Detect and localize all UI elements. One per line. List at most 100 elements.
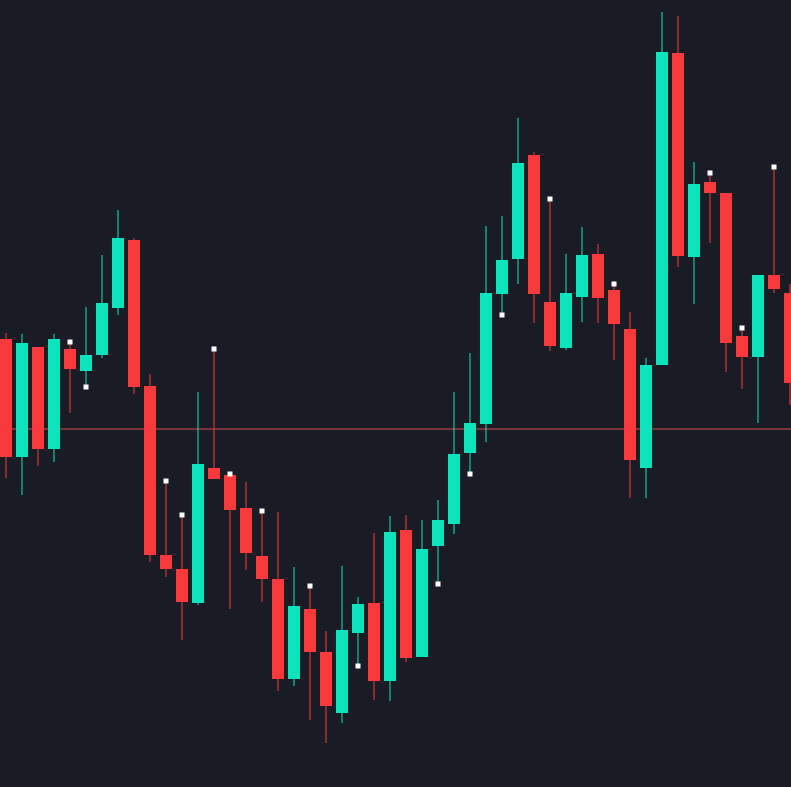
candle-body <box>576 255 588 297</box>
candle-body <box>768 275 780 289</box>
wick-marker <box>467 471 473 477</box>
candle-down <box>736 325 748 389</box>
candle-up <box>288 567 300 686</box>
candle-body <box>96 303 108 355</box>
candle-up <box>48 334 60 462</box>
wick-marker <box>739 325 745 331</box>
candle-body <box>48 339 60 449</box>
wick-marker <box>227 471 233 477</box>
candle-body <box>512 163 524 259</box>
candle-down <box>256 508 268 602</box>
candle-up <box>512 118 524 284</box>
candle-down <box>32 347 44 466</box>
candle-body <box>624 329 636 460</box>
candle-up <box>16 334 28 495</box>
candle-up <box>480 226 492 442</box>
candle-body <box>256 556 268 579</box>
candle-body <box>224 475 236 510</box>
candle-down <box>0 333 12 478</box>
candle-body <box>672 53 684 256</box>
candle-body <box>368 603 380 681</box>
candle-body <box>384 532 396 681</box>
candle-down <box>320 631 332 743</box>
candle-down <box>400 515 412 662</box>
candle-body <box>208 468 220 479</box>
candle-body <box>560 293 572 348</box>
candle-down <box>544 196 556 351</box>
candle-up <box>448 392 460 534</box>
candle-body <box>544 302 556 346</box>
candle-body <box>592 254 604 298</box>
candle-up <box>416 520 428 657</box>
candle-body <box>240 508 252 553</box>
candle-body <box>432 520 444 546</box>
candle-body <box>752 275 764 357</box>
wick-marker <box>771 164 777 170</box>
wick-marker <box>179 512 185 518</box>
candle-body <box>656 52 668 365</box>
candle-up <box>576 227 588 322</box>
candle-down <box>608 281 620 360</box>
candle-down <box>672 16 684 267</box>
candle-body <box>32 347 44 449</box>
candle-down <box>592 244 604 323</box>
candle-body <box>0 339 12 457</box>
candle-down <box>144 374 156 562</box>
candle-down <box>528 152 540 323</box>
candle-down <box>208 346 220 479</box>
candle-body <box>448 454 460 524</box>
candle-up <box>96 255 108 358</box>
candle-up <box>464 353 476 477</box>
candle-body <box>112 238 124 308</box>
wick-marker <box>67 339 73 345</box>
wick-marker <box>163 478 169 484</box>
candle-up <box>352 597 364 669</box>
wick-marker <box>355 663 361 669</box>
candle-up <box>640 358 652 498</box>
candle-down <box>64 339 76 413</box>
candle-up <box>560 254 572 350</box>
candle-body <box>64 349 76 369</box>
candle-up <box>432 500 444 587</box>
candle-body <box>784 293 791 383</box>
wick-marker <box>547 196 553 202</box>
candle-body <box>720 193 732 343</box>
candle-down <box>704 170 716 243</box>
candle-down <box>272 512 284 691</box>
candle-down <box>240 482 252 570</box>
wick-marker <box>211 346 217 352</box>
candle-down <box>720 193 732 372</box>
candle-down <box>768 164 780 293</box>
wick-marker <box>307 583 313 589</box>
wick-marker <box>435 581 441 587</box>
candle-body <box>144 386 156 555</box>
wick-marker <box>259 508 265 514</box>
candle-body <box>400 530 412 658</box>
candle-body <box>688 184 700 257</box>
candle-body <box>336 630 348 713</box>
candle-up <box>192 392 204 605</box>
candle-body <box>352 604 364 633</box>
candle-down <box>176 512 188 640</box>
candle-body <box>80 355 92 371</box>
candle-up <box>384 516 396 701</box>
candle-down <box>784 284 791 405</box>
candle-body <box>288 606 300 679</box>
wick-marker <box>83 384 89 390</box>
candle-down <box>160 478 172 577</box>
candle-body <box>704 182 716 193</box>
candle-down <box>304 583 316 720</box>
candle-down <box>224 471 236 609</box>
candle-body <box>16 343 28 457</box>
wick-marker <box>499 312 505 318</box>
candle-body <box>272 579 284 679</box>
candle-body <box>160 555 172 569</box>
candle-body <box>304 609 316 652</box>
candle-body <box>128 240 140 387</box>
candle-up <box>752 275 764 423</box>
candle-down <box>368 533 380 700</box>
candle-up <box>656 12 668 365</box>
candle-up <box>336 566 348 723</box>
wick-marker <box>611 281 617 287</box>
